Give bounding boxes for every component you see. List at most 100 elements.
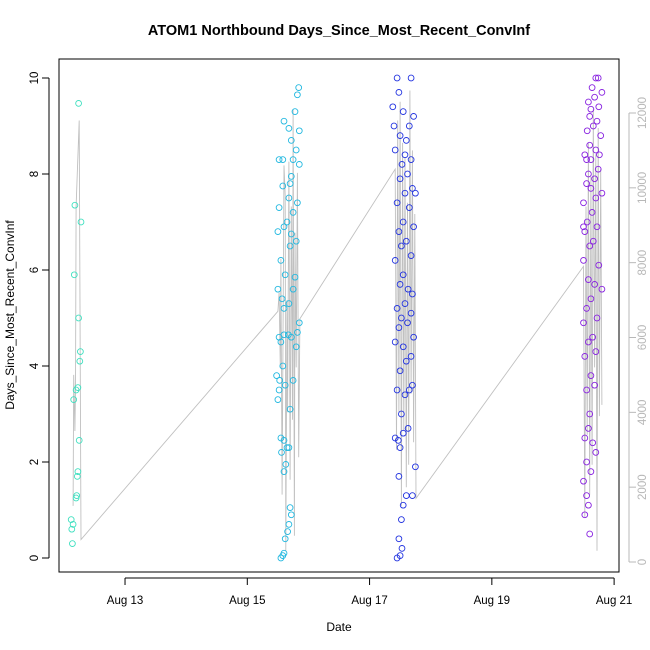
data-point [591, 175, 598, 183]
data-point [398, 545, 406, 552]
x-tick-label: Aug 19 [474, 595, 510, 607]
data-point [280, 117, 288, 125]
data-point [70, 271, 78, 279]
data-point [396, 281, 404, 288]
data-point [295, 127, 303, 135]
data-point [287, 137, 295, 144]
data-point [407, 74, 415, 82]
data-point [593, 223, 601, 231]
data-point [399, 271, 407, 279]
data-point [279, 362, 287, 370]
data-point [409, 185, 416, 192]
data-point [287, 173, 295, 180]
data-point [75, 100, 82, 107]
data-point [595, 103, 603, 111]
data-point [404, 319, 411, 327]
data-point [73, 473, 81, 480]
data-point [280, 468, 288, 475]
data-point [289, 285, 297, 293]
data-point [396, 444, 404, 451]
data-point [405, 122, 413, 130]
data-point [598, 189, 606, 197]
data-point [393, 305, 401, 312]
data-point [581, 434, 589, 442]
data-point [588, 84, 596, 91]
data-point [580, 199, 587, 207]
data-point [407, 252, 415, 259]
data-point [402, 137, 410, 144]
data-point [583, 218, 591, 226]
data-point [580, 223, 587, 231]
data-point [592, 194, 600, 202]
data-point [585, 425, 592, 432]
data-point [274, 285, 282, 293]
data-point [396, 175, 404, 183]
y2-tick-label: 12000 [637, 97, 649, 129]
data-point [275, 156, 283, 163]
data-point [285, 521, 293, 528]
data-point [75, 437, 83, 444]
data-point [278, 449, 285, 456]
data-point [587, 156, 595, 163]
data-point [401, 391, 409, 399]
data-point [396, 132, 404, 139]
data-point [595, 261, 603, 269]
data-point [285, 444, 293, 451]
y-tick-label: 6 [29, 267, 41, 273]
data-point [585, 98, 592, 106]
data-point [289, 377, 297, 384]
data-point [587, 372, 595, 379]
data-point [399, 343, 407, 351]
data-point [393, 74, 401, 82]
data-point [587, 185, 595, 192]
x-tick-label: Aug 13 [107, 595, 143, 607]
data-point [285, 300, 293, 307]
data-point [589, 439, 597, 447]
x-tick-label: Aug 21 [596, 595, 632, 607]
data-point [402, 492, 410, 499]
data-point [407, 353, 415, 360]
data-point [277, 257, 285, 264]
data-point [398, 242, 405, 250]
y2-tick-label: 2000 [637, 474, 649, 500]
data-point [405, 204, 413, 211]
data-point [395, 473, 403, 480]
data-point [591, 281, 598, 288]
data-point [286, 242, 294, 250]
data-point [401, 300, 409, 307]
data-point [289, 209, 297, 216]
data-point [280, 437, 288, 444]
data-point [394, 437, 402, 444]
data-point [399, 218, 407, 226]
data-point [409, 492, 416, 499]
data-point [276, 377, 284, 384]
data-point [295, 319, 303, 327]
x-axis-label: Date [326, 620, 352, 634]
data-point [402, 237, 410, 245]
data-point [294, 199, 301, 207]
data-point [398, 410, 405, 418]
data-point [589, 237, 597, 245]
data-point [389, 103, 397, 111]
data-point [75, 314, 82, 322]
y-tick-label: 4 [29, 362, 41, 369]
data-point [68, 525, 76, 533]
data-point [77, 348, 84, 355]
data-point [410, 113, 417, 120]
data-point [586, 410, 594, 418]
data-point [70, 396, 78, 403]
series-group-2 [273, 84, 303, 562]
data-point [591, 93, 598, 101]
data-point [581, 228, 589, 235]
data-point [291, 108, 299, 115]
data-point [399, 108, 407, 115]
data-point [295, 161, 303, 168]
data-point [596, 151, 603, 159]
data-point [592, 74, 600, 82]
y-tick-label: 2 [29, 459, 41, 465]
data-point [396, 367, 404, 375]
data-point [74, 468, 82, 475]
plot-frame [58, 58, 620, 573]
data-point [74, 384, 82, 391]
data-point [587, 468, 595, 475]
